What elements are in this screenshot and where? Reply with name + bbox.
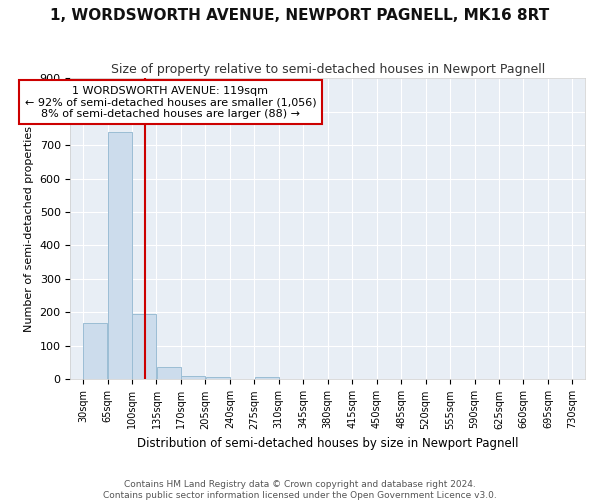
- X-axis label: Distribution of semi-detached houses by size in Newport Pagnell: Distribution of semi-detached houses by …: [137, 437, 518, 450]
- Text: 1 WORDSWORTH AVENUE: 119sqm
← 92% of semi-detached houses are smaller (1,056)
8%: 1 WORDSWORTH AVENUE: 119sqm ← 92% of sem…: [25, 86, 316, 119]
- Bar: [181, 376, 205, 380]
- Title: Size of property relative to semi-detached houses in Newport Pagnell: Size of property relative to semi-detach…: [110, 62, 545, 76]
- Bar: [83, 322, 107, 380]
- Bar: [254, 377, 278, 380]
- Bar: [132, 314, 156, 380]
- Text: 1, WORDSWORTH AVENUE, NEWPORT PAGNELL, MK16 8RT: 1, WORDSWORTH AVENUE, NEWPORT PAGNELL, M…: [50, 8, 550, 22]
- Text: Contains HM Land Registry data © Crown copyright and database right 2024.
Contai: Contains HM Land Registry data © Crown c…: [103, 480, 497, 500]
- Y-axis label: Number of semi-detached properties: Number of semi-detached properties: [24, 126, 34, 332]
- Bar: [206, 377, 230, 380]
- Bar: [157, 366, 181, 380]
- Bar: [108, 132, 132, 380]
